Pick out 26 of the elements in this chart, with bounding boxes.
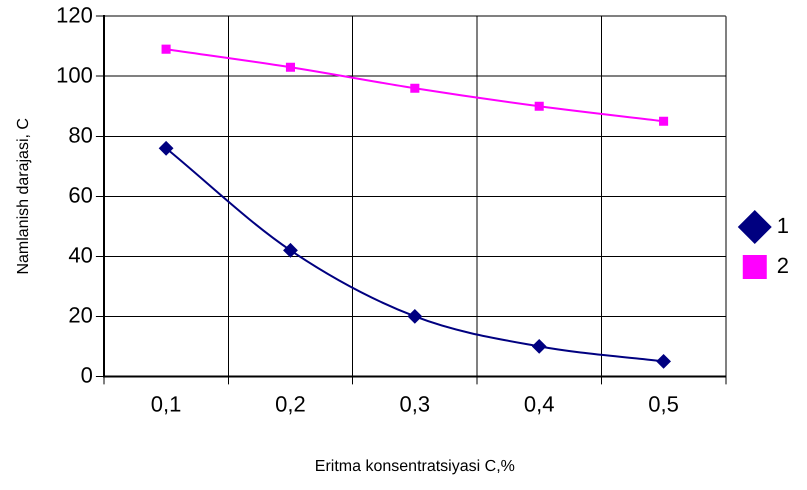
y-tick-label: 20 bbox=[68, 302, 93, 328]
x-tick-label: 0,2 bbox=[275, 392, 306, 417]
y-tick-label: 100 bbox=[56, 62, 93, 88]
legend-label: 1 bbox=[776, 213, 790, 238]
y-axis-title: Namlanish darajasi, C bbox=[15, 118, 32, 275]
point bbox=[532, 339, 546, 354]
x-tick-label: 0,4 bbox=[524, 392, 555, 417]
point bbox=[534, 102, 544, 111]
y-tick-label: 0 bbox=[80, 362, 93, 388]
y-tick-label: 60 bbox=[68, 182, 93, 208]
y-tick-label: 40 bbox=[68, 242, 93, 268]
y-tick-label: 80 bbox=[68, 122, 93, 148]
point bbox=[283, 243, 298, 258]
point bbox=[659, 116, 668, 126]
x-tick-label: 0,1 bbox=[150, 392, 182, 417]
point bbox=[408, 309, 422, 324]
point bbox=[159, 141, 174, 156]
x-tick-label: 0,5 bbox=[648, 392, 679, 417]
point bbox=[656, 354, 671, 368]
point bbox=[162, 44, 171, 54]
legend-label: 2 bbox=[776, 253, 790, 278]
y-tick-label: 120 bbox=[56, 2, 93, 28]
point bbox=[286, 62, 295, 72]
x-tick-label: 0,3 bbox=[400, 392, 430, 417]
point bbox=[410, 84, 420, 93]
x-axis-title: Eritma konsentratsiyasi C,% bbox=[314, 458, 515, 475]
